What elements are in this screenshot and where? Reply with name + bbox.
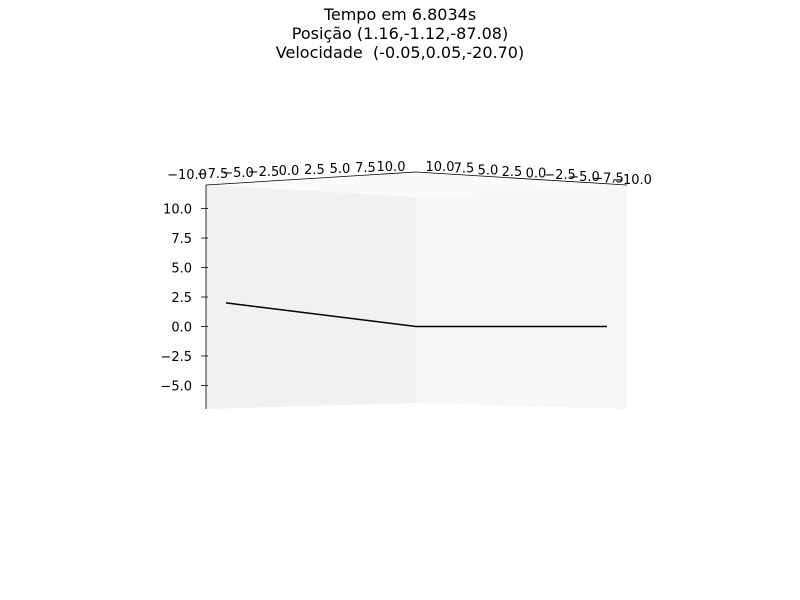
x-tick-label: −10.0 bbox=[167, 168, 207, 183]
x-tick-label: −7.5 bbox=[197, 167, 229, 182]
y-tick-label: 7.5 bbox=[454, 162, 475, 177]
top-pane-edge bbox=[206, 172, 627, 197]
z-tick-label: 5.0 bbox=[171, 262, 192, 277]
x-tick-group: −10.0−7.5−5.0−2.5 0.0 2.5 5.0 7.5 10.0 bbox=[167, 160, 405, 183]
left-pane bbox=[206, 172, 416, 409]
z-tick-label: 0.0 bbox=[171, 320, 192, 335]
z-tick-label: 7.5 bbox=[171, 232, 192, 247]
y-tick-label: −2.5 bbox=[544, 168, 576, 183]
z-tick-label: −2.5 bbox=[160, 350, 192, 365]
y-tick-label: −10.0 bbox=[612, 173, 652, 188]
x-tick-label: −5.0 bbox=[222, 166, 254, 181]
x-axis-line bbox=[205, 171, 417, 186]
x-tick-label: −2.5 bbox=[248, 165, 280, 180]
x-tick-label: 7.5 bbox=[355, 161, 376, 176]
x-tick-label: 2.5 bbox=[304, 163, 325, 178]
y-tick-label: −7.5 bbox=[592, 171, 624, 186]
right-pane bbox=[416, 172, 627, 409]
y-tick-label: 10.0 bbox=[426, 160, 455, 175]
series-layer bbox=[225, 302, 607, 328]
title-velocity: Velocidade (-0.05,0.05,-20.70) bbox=[275, 43, 525, 62]
title-time: Tempo em 6.8034s bbox=[323, 5, 477, 24]
x-tick-label: 5.0 bbox=[330, 162, 351, 177]
y-tick-label: 5.0 bbox=[478, 163, 499, 178]
z-tick-label: 2.5 bbox=[171, 291, 192, 306]
y-tick-label: −5.0 bbox=[568, 170, 600, 185]
trajectory-line bbox=[225, 302, 607, 328]
chart-title: Tempo em 6.8034s Posição (1.16,-1.12,-87… bbox=[0, 5, 800, 62]
z-tick-label: 10.0 bbox=[163, 203, 192, 218]
title-position: Posição (1.16,-1.12,-87.08) bbox=[291, 24, 509, 43]
y-tick-group: 10.0 7.5 5.0 2.5 0.0−2.5−5.0−7.5−10.0 bbox=[426, 160, 652, 188]
x-tick-label: 0.0 bbox=[279, 164, 300, 179]
y-tick-label: 0.0 bbox=[526, 167, 547, 182]
x-tick-label: 10.0 bbox=[377, 160, 406, 175]
z-tick-label: −5.0 bbox=[160, 379, 192, 394]
z-tick-group: 10.0 7.5 5.0 2.5 0.0 −2.5 −5.0 bbox=[160, 203, 208, 394]
y-tick-label: 2.5 bbox=[502, 165, 523, 180]
y-axis-line bbox=[415, 171, 628, 186]
